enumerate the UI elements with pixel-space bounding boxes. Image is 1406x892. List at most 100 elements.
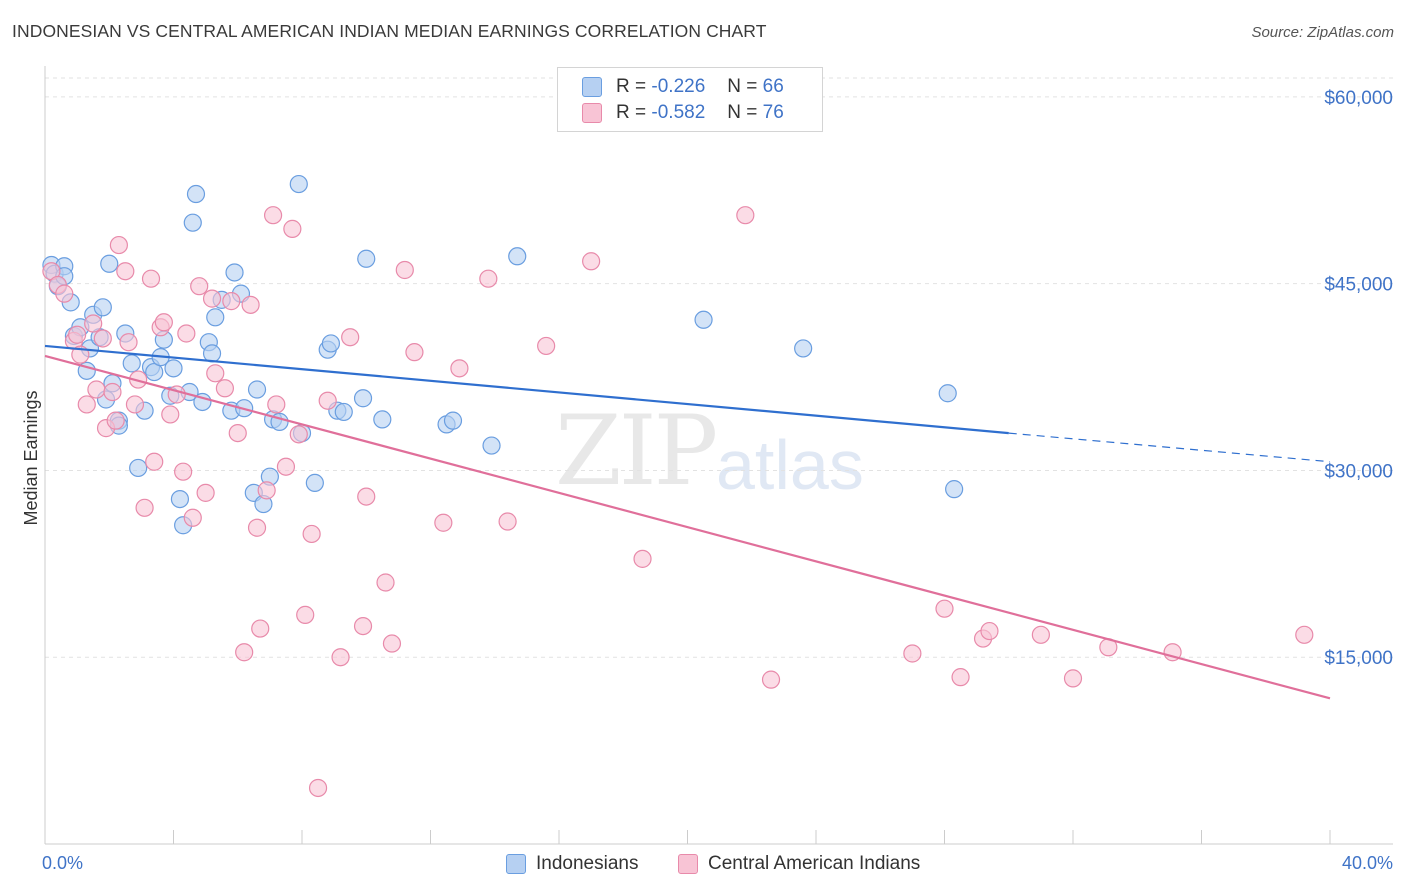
indonesian-point xyxy=(443,411,463,430)
indonesian-point xyxy=(247,380,267,399)
indonesian-point xyxy=(100,254,119,273)
series-legend-central-american-indians[interactable]: Central American Indians xyxy=(678,853,920,875)
central-american-indian-point xyxy=(341,328,360,347)
central-american-indian-point xyxy=(84,314,103,333)
x-tick-label-min: 0.0% xyxy=(42,853,83,873)
central-american-indian-point xyxy=(267,395,286,414)
central-american-indians-legend-label: Central American Indians xyxy=(708,853,921,874)
central-american-indian-point xyxy=(263,206,283,225)
indonesian-point xyxy=(186,184,206,204)
central-american-indian-point xyxy=(479,269,498,288)
indonesian-point xyxy=(183,213,202,232)
central-american-indian-point xyxy=(382,634,402,653)
central-american-indian-point xyxy=(257,481,276,500)
central-american-indian-point xyxy=(228,423,247,443)
indonesian-point xyxy=(206,308,225,327)
indonesian-point xyxy=(122,354,141,373)
central-american-indian-point xyxy=(353,616,373,636)
legend-n-label: N = xyxy=(727,76,758,97)
central-american-indian-point xyxy=(141,269,161,288)
central-american-indian-point xyxy=(135,498,154,517)
y-tick-label: $45,000 xyxy=(1324,275,1393,296)
watermark-atlas: atlas xyxy=(716,426,864,504)
central-american-indian-point xyxy=(276,457,296,476)
indonesian-point xyxy=(321,334,341,353)
central-american-indian-point xyxy=(55,284,74,303)
indonesian-point xyxy=(508,247,527,266)
y-tick-label: $60,000 xyxy=(1324,88,1393,109)
indonesian-point xyxy=(353,389,373,408)
legend-r-value-indonesians: -0.226 xyxy=(651,76,706,97)
x-tick-label-max: 40.0% xyxy=(1342,853,1393,873)
central-american-indian-point xyxy=(357,487,376,506)
central-american-indian-point xyxy=(177,324,196,343)
central-american-indian-point xyxy=(154,313,173,332)
indonesian-point xyxy=(202,344,222,363)
indonesian-point xyxy=(945,480,964,499)
indonesian-point xyxy=(93,298,112,317)
central-american-indian-point xyxy=(1031,625,1050,644)
central-american-indian-point xyxy=(980,621,999,641)
central-american-indian-point xyxy=(93,329,112,348)
central-american-indians-swatch xyxy=(582,103,602,123)
central-american-indian-point xyxy=(498,512,517,531)
central-american-indian-point xyxy=(87,380,106,399)
y-tick-label: $30,000 xyxy=(1324,461,1393,482)
central-american-indian-point xyxy=(308,778,328,798)
central-american-indian-point xyxy=(302,524,321,544)
indonesians-trendline-extension xyxy=(1008,432,1331,463)
indonesian-point xyxy=(357,249,376,268)
central-american-indian-point xyxy=(1063,669,1083,688)
central-american-indian-point xyxy=(196,483,215,502)
indonesian-point xyxy=(373,410,392,429)
legend-n-value-central-american-indians: 76 xyxy=(762,102,784,123)
watermark-zip: ZIP xyxy=(555,395,718,507)
central-american-indian-point xyxy=(251,619,270,638)
central-american-indian-point xyxy=(241,295,260,314)
central-american-indian-point xyxy=(109,235,128,255)
central-american-indian-point xyxy=(77,395,96,414)
indonesian-point xyxy=(289,174,308,194)
indonesian-point xyxy=(694,310,713,329)
central-american-indian-point xyxy=(289,425,308,444)
central-american-indian-point xyxy=(405,343,424,362)
central-american-indian-point xyxy=(247,518,267,537)
central-american-indian-point xyxy=(125,395,145,414)
central-american-indian-point xyxy=(183,508,202,527)
central-american-indians-trendline xyxy=(44,354,1331,700)
series-legend-indonesians[interactable]: Indonesians xyxy=(506,853,638,875)
indonesians-legend-swatch xyxy=(506,854,526,874)
chart-title: INDONESIAN VS CENTRAL AMERICAN INDIAN ME… xyxy=(12,21,767,41)
central-american-indian-point xyxy=(761,670,781,689)
central-american-indian-point xyxy=(222,292,241,311)
stats-legend: R = -0.226 N = 66 R = -0.582 N = 76 xyxy=(557,67,823,132)
central-american-indian-point xyxy=(206,364,225,383)
central-american-indian-point xyxy=(903,644,922,663)
indonesian-point xyxy=(225,263,244,282)
central-american-indian-point xyxy=(434,513,453,532)
central-american-indian-point xyxy=(450,359,469,378)
central-american-indian-point xyxy=(935,599,954,618)
source-label: Source: ZipAtlas.com xyxy=(1251,24,1394,41)
central-american-indian-point xyxy=(395,260,414,280)
legend-row-indonesians: R = -0.226 N = 66 xyxy=(582,76,784,98)
indonesian-point xyxy=(170,489,190,509)
indonesian-point xyxy=(938,384,957,403)
central-american-indian-point xyxy=(1295,625,1314,644)
central-american-indian-point xyxy=(215,379,234,398)
central-american-indians-legend-swatch xyxy=(678,854,698,874)
central-american-indian-point xyxy=(633,549,652,568)
legend-n-value-indonesians: 66 xyxy=(762,76,784,97)
central-american-indian-point xyxy=(190,277,209,296)
indonesian-point xyxy=(482,436,501,455)
indonesian-point xyxy=(164,359,183,378)
central-american-indian-point xyxy=(283,219,302,238)
central-american-indian-point xyxy=(106,411,125,430)
indonesians-swatch xyxy=(582,77,602,97)
central-american-indian-point xyxy=(145,452,164,471)
central-american-indian-point xyxy=(202,289,222,308)
central-american-indian-point xyxy=(119,333,138,352)
legend-n-label: N = xyxy=(727,102,758,123)
central-american-indian-point xyxy=(951,668,970,687)
